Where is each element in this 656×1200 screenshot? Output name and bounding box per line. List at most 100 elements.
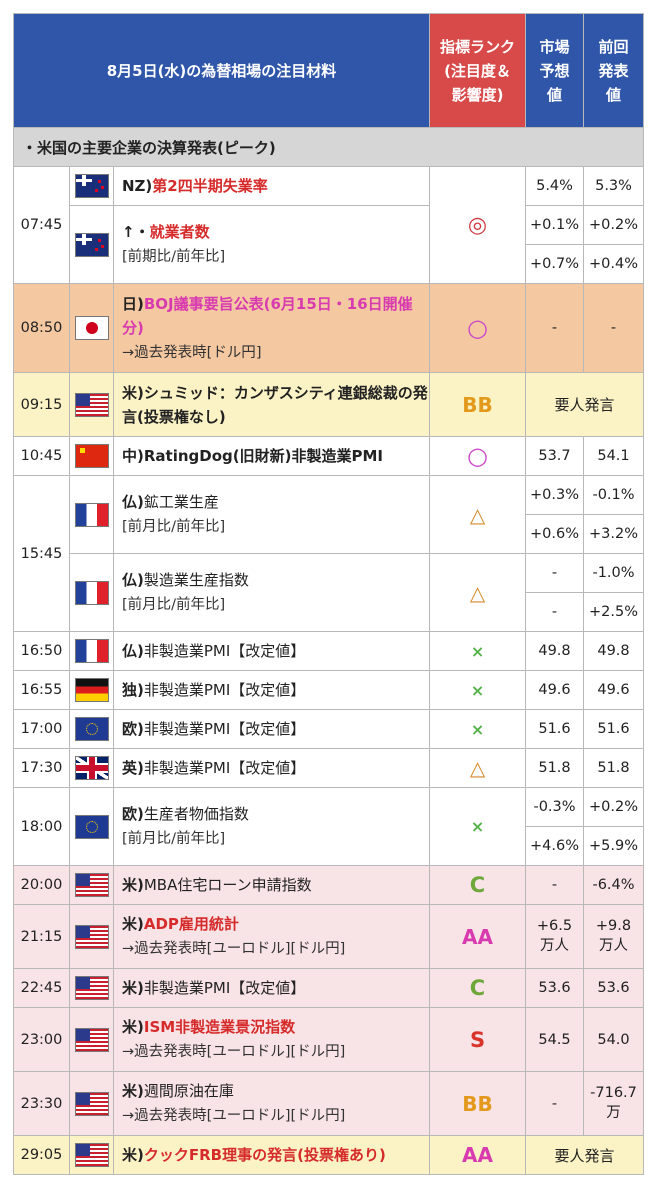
flag-cell	[69, 904, 114, 969]
rank-cell: AA	[429, 1135, 527, 1175]
previous-cell: +5.9%	[583, 826, 645, 866]
previous-cell: +2.5%	[583, 592, 645, 632]
time-cell: 21:15	[13, 904, 70, 969]
forecast-cell: 54.5	[525, 1007, 585, 1072]
france-flag-icon	[74, 580, 109, 605]
event-name: RatingDog(旧財新)非製造業PMI	[143, 447, 383, 465]
rank-cell: BB	[429, 1071, 527, 1136]
country-label: 日)	[122, 294, 144, 313]
previous-cell: -1.0%	[583, 553, 645, 593]
time-cell: 16:50	[13, 631, 70, 671]
rank-mark: △	[469, 580, 486, 605]
usdjpy-link[interactable]: ドル円	[212, 344, 256, 361]
rank-cell: BB	[429, 372, 527, 437]
forecast-cell: -	[525, 283, 585, 373]
table-row: 17:30 英)非製造業PMI【改定値】 △ 51.8 51.8	[13, 748, 645, 788]
rank-cell: ×	[429, 787, 527, 866]
rank-mark: C	[469, 976, 486, 1000]
forecast-cell: -	[525, 1071, 585, 1136]
table-row: 17:00 欧)非製造業PMI【改定値】 × 51.6 51.6	[13, 709, 645, 749]
table-row: +0.6% +3.2%	[14, 514, 645, 554]
event-name: 非製造業PMI【改定値】	[143, 720, 306, 738]
event-name: ISM非製造業景況指数	[143, 1018, 296, 1036]
rank-cell: ○	[429, 436, 527, 476]
usdjpy-link[interactable]: ドル円	[296, 1044, 340, 1060]
rank-cell: △	[429, 553, 527, 632]
forecast-cell: +0.6%	[525, 514, 585, 554]
france-flag-icon	[74, 639, 109, 663]
previous-cell: 51.6	[583, 709, 645, 749]
forecast-cell: 49.6	[525, 670, 585, 710]
rank-mark: ○	[467, 314, 488, 342]
event-cell: 米)ADP雇用統計 →過去発表時[ユーロドル][ドル円]	[112, 904, 431, 969]
event-cell: 米)週間原油在庫 →過去発表時[ユーロドル][ドル円]	[112, 1071, 431, 1136]
country-label: 米)	[122, 979, 144, 997]
time-cell: 17:30	[13, 748, 70, 788]
time-cell: 18:00	[13, 787, 70, 866]
event-cell: 独)非製造業PMI【改定値】	[112, 670, 431, 710]
event-note: ]	[255, 344, 262, 361]
event-name: 第2四半期失業率	[152, 177, 268, 195]
flag-cell	[69, 475, 114, 554]
event-name: BOJ議事要旨公表(6月15日・16日開催分)	[122, 294, 413, 337]
us-flag-icon	[74, 1091, 109, 1116]
country-label: 欧)	[122, 720, 144, 738]
country-label: 米)	[122, 383, 144, 402]
event-cell: 仏)鉱工業生産 [前月比/前年比]	[112, 475, 431, 554]
table-row: 23:30 米)週間原油在庫 →過去発表時[ユーロドル][ドル円] BB - -7…	[13, 1071, 645, 1136]
time-cell: 23:30	[13, 1071, 70, 1136]
previous-cell: +9.8万人	[583, 904, 645, 969]
event-name: 生産者物価指数	[143, 805, 249, 823]
rank-mark: ×	[470, 641, 485, 661]
event-cell: NZ)第2四半期失業率	[112, 166, 431, 206]
event-name: MBA住宅ローン申請指数	[143, 876, 312, 894]
country-label: 米)	[122, 876, 144, 894]
event-note: ][	[284, 1044, 297, 1060]
event-cell: 米)シュミッド：カンザスシティ連銀総裁の発言(投票権なし)	[112, 372, 431, 437]
table-row: 10:45 中)RatingDog(旧財新)非製造業PMI ○ 53.7 54.…	[13, 436, 645, 476]
event-cell: 米)クックFRB理事の発言(投票権あり)	[112, 1135, 431, 1175]
rank-mark: ×	[470, 680, 485, 700]
rank-mark: ×	[470, 719, 485, 739]
table-row: 29:05 米)クックFRB理事の発言(投票権あり) AA 要人発言	[13, 1135, 645, 1175]
forecast-cell: +0.1%	[525, 205, 585, 245]
table-row: +0.7% +0.4%	[14, 244, 645, 284]
country-label: 米)	[122, 1082, 144, 1100]
event-name: 週間原油在庫	[143, 1082, 234, 1100]
event-note: [前期比/前年比]	[122, 249, 226, 265]
eurusd-link[interactable]: ユーロドル	[212, 1108, 285, 1124]
forecast-header: 市場予想値	[525, 13, 585, 128]
event-note: ]	[339, 1044, 346, 1060]
japan-flag-icon	[74, 316, 109, 340]
forecast-cell: +0.3%	[525, 475, 585, 515]
previous-cell: 51.8	[583, 748, 645, 788]
forecast-cell: 53.7	[525, 436, 585, 476]
calendar-table-container: 8月5日(水)の為替相場の注目材料 指標ランク(注目度＆影響度) 市場予想値 前…	[12, 13, 645, 1175]
eurusd-link[interactable]: ユーロドル	[212, 1044, 285, 1060]
forecast-cell: 51.6	[525, 709, 585, 749]
event-note: [前月比/前年比]	[122, 597, 226, 613]
previous-cell: 49.6	[583, 670, 645, 710]
table-row: 08:50 日)BOJ議事要旨公表(6月15日・16日開催分) →過去発表時[ドル…	[13, 283, 645, 373]
rank-cell: ×	[429, 631, 527, 671]
rank-cell: S	[429, 1007, 527, 1072]
event-name: 鉱工業生産	[143, 493, 219, 511]
country-label: 欧)	[122, 805, 144, 823]
time-cell: 23:00	[13, 1007, 70, 1072]
rank-cell: C	[429, 865, 527, 905]
rank-mark: △	[469, 502, 486, 527]
event-note: →過去発表時[	[122, 941, 213, 957]
eurusd-link[interactable]: ユーロドル	[212, 941, 285, 957]
france-flag-icon	[74, 502, 109, 527]
table-row: ↑・就業者数 [前期比/前年比] +0.1% +0.2%	[14, 205, 645, 284]
rank-mark: BB	[462, 1091, 493, 1116]
forecast-cell: +6.5万人	[525, 904, 585, 969]
event-cell: 中)RatingDog(旧財新)非製造業PMI	[112, 436, 431, 476]
table-row: 16:50 仏)非製造業PMI【改定値】 × 49.8 49.8	[13, 631, 645, 671]
usdjpy-link[interactable]: ドル円	[296, 941, 340, 957]
table-row: 21:15 米)ADP雇用統計 →過去発表時[ユーロドル][ドル円] AA +6.…	[13, 904, 645, 969]
flag-cell	[69, 372, 114, 437]
forecast-cell: -	[525, 553, 585, 593]
country-label: 仏)	[122, 493, 144, 511]
usdjpy-link[interactable]: ドル円	[296, 1108, 340, 1124]
